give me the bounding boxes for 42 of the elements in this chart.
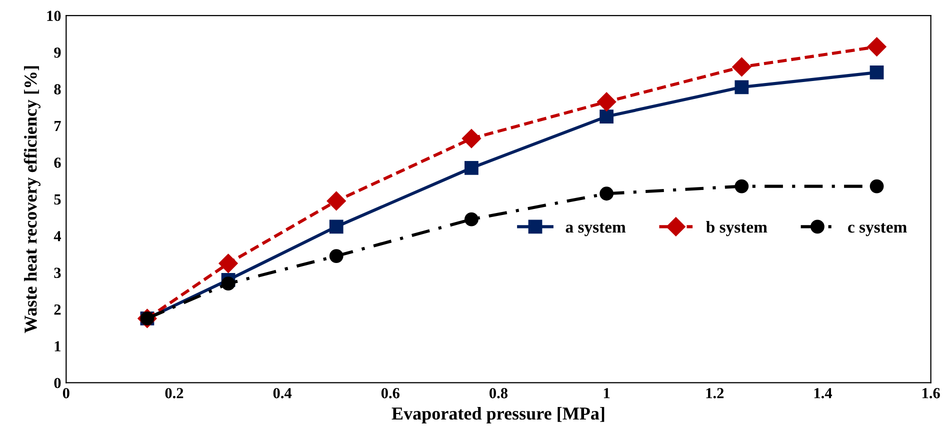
y-tick-label: 8 (54, 84, 61, 94)
point (462, 129, 481, 148)
y-tick-label: 10 (47, 10, 61, 22)
point (600, 110, 614, 124)
point (734, 179, 749, 194)
x-tick-label: 0.4 (273, 388, 292, 398)
point (870, 66, 884, 80)
point (221, 276, 236, 291)
point (600, 186, 614, 201)
x-tick-label: 0 (62, 388, 70, 398)
x-tick-label: 0.2 (165, 388, 184, 398)
x-tick-label: 1.6 (922, 388, 940, 398)
point (329, 220, 344, 234)
legend-label: a system (566, 223, 626, 236)
y-tick-label: 3 (54, 268, 61, 278)
point (329, 249, 344, 263)
x-tick-label: 0.8 (490, 388, 508, 398)
y-tick-label: 6 (54, 158, 61, 168)
y-tick-label: 7 (54, 121, 61, 132)
y-tick-label: 0 (54, 378, 61, 388)
y-tick-label: 1 (54, 341, 60, 352)
point (464, 160, 478, 175)
x-tick-label: 1.2 (706, 388, 724, 398)
y-tick-label: 9 (54, 47, 61, 58)
x-axis-title: Evaporated pressure [MPa] (392, 406, 604, 424)
point (326, 191, 346, 211)
point (867, 37, 886, 56)
y-tick-label: 5 (54, 194, 61, 205)
y-axis-title: Waste heat recovery efficiency [%] (24, 66, 40, 334)
point (870, 179, 884, 194)
y-tick-label: 2 (54, 304, 61, 315)
point (734, 80, 749, 94)
x-tick-label: 0.6 (381, 388, 400, 398)
legend-label: b system (706, 220, 768, 236)
point (732, 57, 752, 77)
x-tick-label: 1.4 (814, 388, 832, 398)
point (464, 212, 478, 226)
point (218, 254, 238, 273)
point (597, 92, 616, 112)
legend-label: c system (848, 223, 907, 236)
x-tick-label: 1 (604, 388, 610, 398)
y-tick-label: 4 (54, 231, 62, 242)
